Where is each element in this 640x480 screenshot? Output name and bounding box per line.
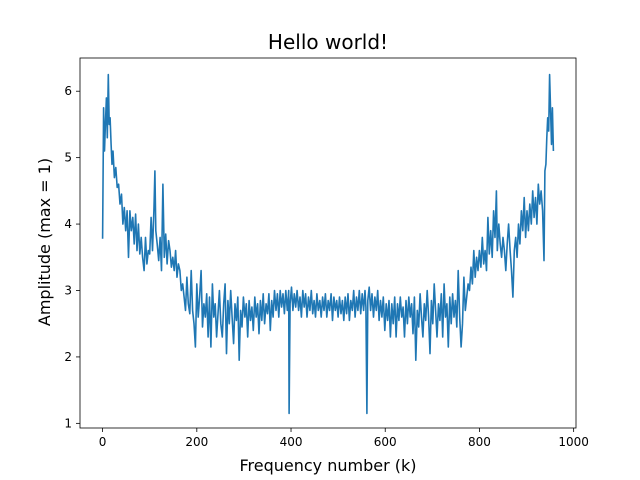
plot-area bbox=[79, 57, 577, 429]
y-tick-label: 1 bbox=[64, 416, 72, 430]
x-tick-label: 0 bbox=[99, 435, 107, 449]
y-tick-label: 5 bbox=[64, 151, 72, 165]
chart-title: Hello world! bbox=[268, 30, 388, 54]
x-tick-label: 400 bbox=[280, 435, 303, 449]
x-axis-label: Frequency number (k) bbox=[239, 456, 416, 475]
x-tick-label: 800 bbox=[468, 435, 491, 449]
x-tick-label: 600 bbox=[374, 435, 397, 449]
x-tick-label: 1000 bbox=[558, 435, 589, 449]
y-tick-label: 2 bbox=[64, 350, 72, 364]
plot-frame bbox=[79, 57, 577, 429]
x-tick-label: 200 bbox=[185, 435, 208, 449]
y-tick-label: 6 bbox=[64, 84, 72, 98]
y-tick-label: 4 bbox=[64, 217, 72, 231]
y-axis-label: Amplitude (max = 1) bbox=[35, 158, 54, 326]
series-line-1 bbox=[101, 73, 555, 415]
y-axis-ticks: 1 2 3 4 5 6 bbox=[64, 84, 80, 430]
x-axis-ticks: 0 200 400 600 800 1000 bbox=[99, 428, 589, 449]
y-tick-label: 3 bbox=[64, 283, 72, 297]
